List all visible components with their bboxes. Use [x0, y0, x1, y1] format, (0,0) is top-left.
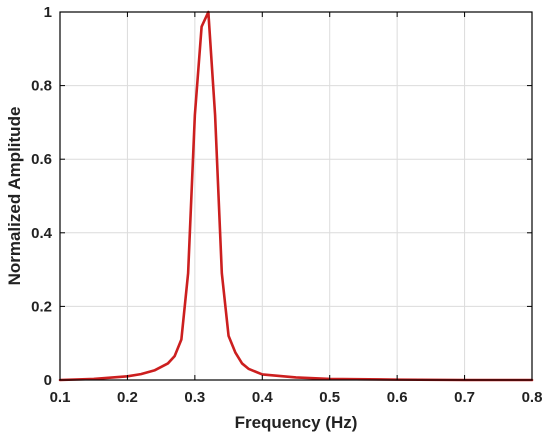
x-tick-label: 0.4 — [252, 389, 274, 406]
y-tick-label: 1 — [44, 4, 52, 21]
series-line — [58, 10, 534, 382]
tick-layer: 0.1 0.2 0.3 0.4 0.5 0.6 0.7 0.8 0 0.2 0.4 0.6 0.8 1 — [31, 4, 542, 406]
y-tick-label: 0 — [44, 372, 52, 389]
y-tick-label: 0.8 — [31, 78, 52, 95]
y-tick-label: 0.6 — [31, 151, 52, 168]
plot-frame — [59, 11, 533, 381]
y-tick-label: 0.2 — [31, 298, 52, 315]
x-tick-label: 0.2 — [117, 389, 138, 406]
y-tick-label: 0.4 — [31, 225, 53, 242]
data-layer — [58, 10, 534, 382]
x-tick-label: 0.1 — [50, 389, 71, 406]
x-tick-label: 0.3 — [184, 389, 205, 406]
x-tick-label: 0.5 — [319, 389, 340, 406]
x-tick-label: 0.8 — [522, 389, 543, 406]
grid-layer — [60, 12, 532, 380]
x-axis-title: Frequency (Hz) — [235, 413, 358, 432]
x-tick-label: 0.7 — [454, 389, 475, 406]
x-tick-label: 0.6 — [387, 389, 408, 406]
y-axis-title: Normalized Amplitude — [5, 107, 24, 286]
